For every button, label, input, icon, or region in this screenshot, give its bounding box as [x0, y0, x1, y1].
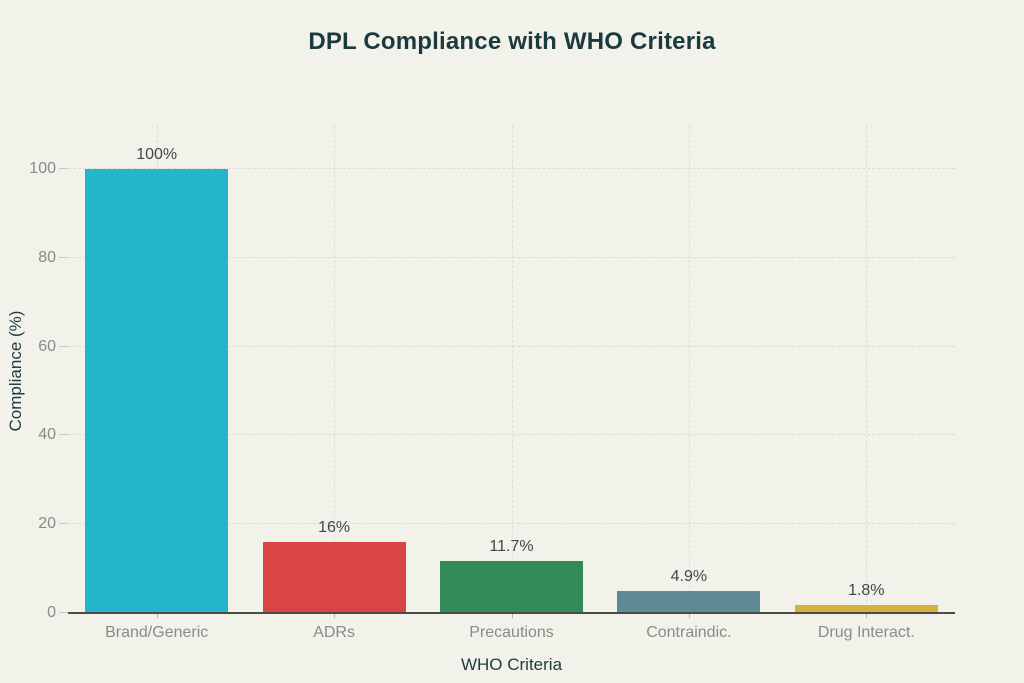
- y-tick-label: 40: [38, 426, 56, 444]
- x-tick-label: Brand/Generic: [105, 624, 209, 641]
- bar-value-label: 100%: [136, 146, 178, 163]
- x-axis-title: WHO Criteria: [460, 655, 563, 674]
- y-tick-mark: [59, 168, 68, 169]
- plot-area: 0 20 40 60 80 100 100% Brand/Generic 16% ADRs 11.7…: [29, 125, 955, 641]
- chart-title: DPL Compliance with WHO Criteria: [308, 28, 716, 55]
- x-tick-mark: [511, 613, 513, 618]
- bar-precautions: [440, 561, 583, 613]
- y-tick-label: 100: [29, 160, 56, 177]
- y-tick-label: 60: [38, 337, 56, 355]
- x-tick-mark: [334, 613, 336, 618]
- bar-adrs: [262, 541, 406, 613]
- y-tick-mark: [59, 523, 68, 525]
- bar-contraindic-: [617, 591, 761, 613]
- y-tick-mark: [59, 612, 68, 613]
- bar-value-label: 4.9%: [670, 568, 708, 586]
- y-tick-label: 20: [38, 515, 56, 533]
- x-tick-label: Precautions: [469, 624, 554, 641]
- y-tick-label: 80: [38, 248, 56, 266]
- bar-brand-generic: [85, 169, 229, 613]
- y-axis-title: Compliance (%): [6, 310, 25, 432]
- x-gridline: [866, 125, 868, 613]
- x-gridline: [688, 125, 690, 613]
- bar-value-label: 1.8%: [848, 582, 885, 600]
- bar-drug-interact-: [794, 605, 938, 613]
- x-tick-mark: [866, 613, 868, 618]
- y-tick-mark: [59, 434, 68, 436]
- x-tick-mark: [688, 613, 690, 618]
- x-gridline: [334, 125, 336, 613]
- x-gridline: [511, 125, 513, 613]
- x-axis-line: [68, 612, 955, 614]
- y-tick-mark: [59, 345, 68, 347]
- x-tick-label: ADRs: [313, 624, 355, 641]
- bar-value-label: 16%: [318, 518, 351, 536]
- bar-value-label: 11.7%: [489, 538, 534, 556]
- y-tick-label: 0: [47, 604, 56, 621]
- y-tick-mark: [59, 256, 68, 258]
- x-tick-label: Drug Interact.: [817, 624, 915, 641]
- x-tick-label: Contraindic.: [646, 624, 732, 641]
- x-tick-mark: [156, 613, 158, 618]
